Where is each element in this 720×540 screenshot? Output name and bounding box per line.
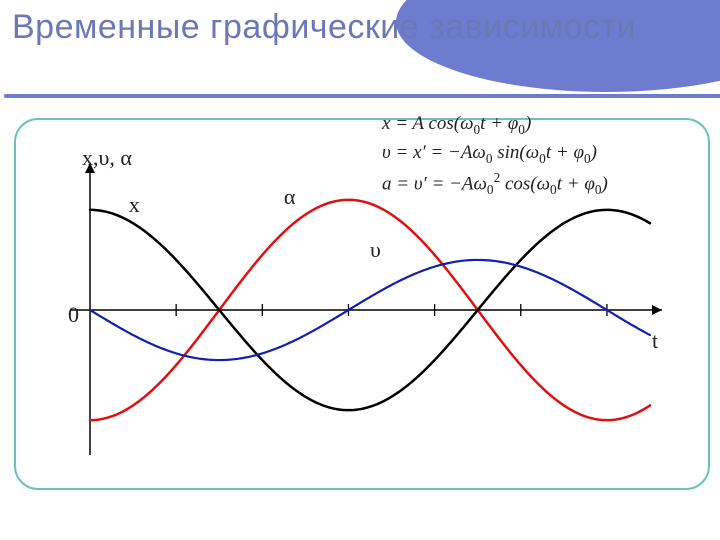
title-band: Временные графические зависимости — [0, 0, 720, 96]
origin-label: 0 — [68, 302, 79, 328]
curve-x-label: x — [129, 192, 140, 218]
y-axis-label: x,υ, α — [82, 145, 132, 171]
formulas-block: x = A cos(ω0t + φ0) υ = x′ = −Aω0 sin(ω0… — [382, 110, 608, 200]
formula-x: x = A cos(ω0t + φ0) — [382, 110, 608, 139]
slide-title: Временные графические зависимости — [12, 6, 636, 49]
curve-alpha-label: α — [284, 184, 296, 210]
time-dependence-chart — [60, 155, 670, 465]
formula-v: υ = x′ = −Aω0 sin(ω0t + φ0) — [382, 139, 608, 168]
t-axis-label: t — [652, 328, 658, 354]
title-underline — [4, 94, 720, 98]
formula-a: a = υ′ = −Aω02 cos(ω0t + φ0) — [382, 168, 608, 199]
curve-upsilon-label: υ — [370, 237, 381, 263]
